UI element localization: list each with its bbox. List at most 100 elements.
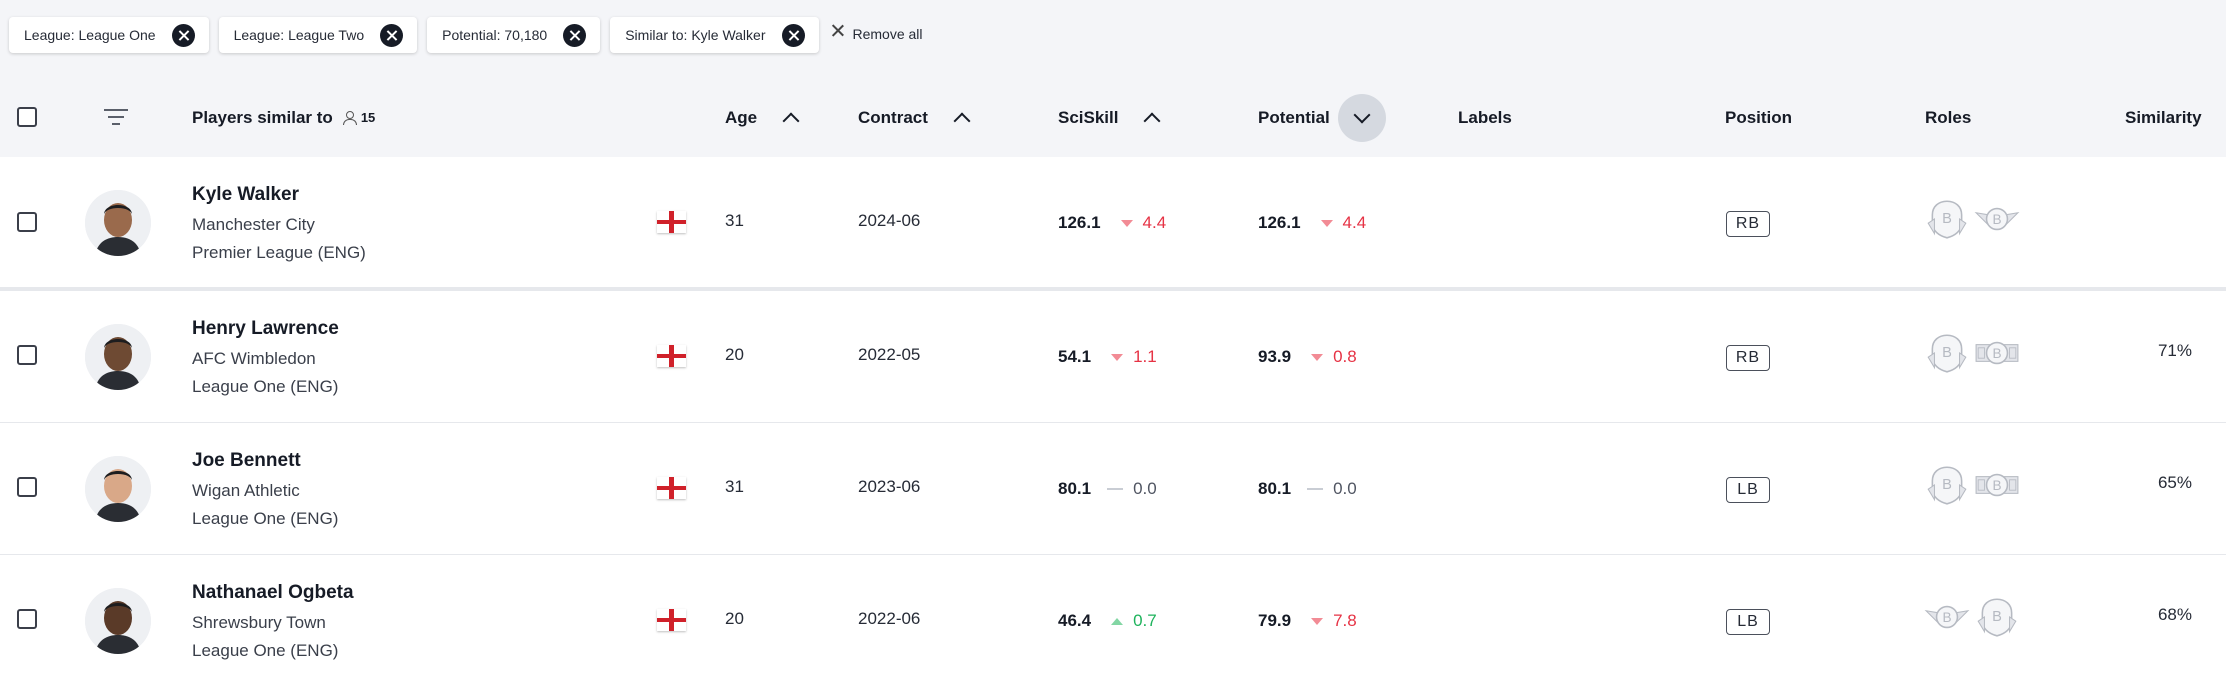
- remove-filter-icon[interactable]: [380, 23, 404, 47]
- player-avatar: [85, 324, 151, 390]
- roles-header-label: Roles: [1925, 107, 1972, 127]
- remove-all-label: Remove all: [852, 25, 923, 42]
- sciskill-metric: 80.1 0.0: [1058, 479, 1157, 499]
- potential-metric: 126.1 4.4: [1258, 213, 1366, 233]
- players-table: Kyle Walker Manchester City Premier Leag…: [0, 157, 2226, 676]
- england-flag-icon: [657, 211, 686, 233]
- filter-chip-similar-to: Similar to: Kyle Walker: [610, 17, 819, 53]
- potential-change: 0.8: [1333, 347, 1357, 366]
- role-badge-shield-icon[interactable]: [1924, 331, 1970, 375]
- row-checkbox[interactable]: [17, 609, 37, 629]
- potential-metric: 80.1 0.0: [1258, 479, 1357, 499]
- column-header-position: Position: [1725, 80, 1792, 155]
- row-checkbox[interactable]: [17, 345, 37, 365]
- role-badge-shield-icon[interactable]: [1974, 595, 2020, 639]
- player-name[interactable]: Henry Lawrence: [192, 318, 339, 339]
- filter-chip-potential: Potential: 70,180: [427, 17, 601, 53]
- potential-change: 4.4: [1342, 213, 1367, 232]
- player-club: Shrewsbury Town: [192, 613, 326, 632]
- trend-down-icon: [1311, 617, 1324, 625]
- position-badge: LB: [1726, 477, 1770, 503]
- column-header-roles: Roles: [1925, 80, 1971, 155]
- position-header-label: Position: [1725, 107, 1793, 127]
- filter-chip-label: Potential: 70,180: [442, 27, 548, 43]
- similarity-value: 65%: [2157, 473, 2192, 492]
- chevron-down-icon: [1353, 106, 1371, 123]
- potential-value: 80.1: [1258, 479, 1292, 498]
- sort-ascending-icon[interactable]: [1143, 112, 1161, 129]
- sciskill-change: 0.0: [1133, 479, 1157, 498]
- position-badge: LB: [1726, 609, 1770, 635]
- filter-chip-label: Similar to: Kyle Walker: [625, 27, 766, 43]
- role-badge-winged-icon[interactable]: [1974, 203, 2020, 235]
- sort-ascending-icon[interactable]: [782, 112, 800, 129]
- filter-icon[interactable]: [104, 107, 128, 127]
- role-badge-shield-icon[interactable]: [1924, 463, 1970, 507]
- similarity-header-label: Similarity: [2125, 107, 2202, 127]
- sciskill-metric: 46.4 0.7: [1058, 611, 1157, 631]
- filter-chip-league-one: League: League One: [9, 17, 209, 53]
- sciskill-change: 4.4: [1142, 213, 1167, 232]
- potential-value: 93.9: [1258, 347, 1292, 366]
- sort-ascending-icon[interactable]: [953, 112, 971, 129]
- similarity-value: 71%: [2157, 341, 2192, 360]
- sciskill-value: 126.1: [1058, 213, 1101, 232]
- potential-value: 126.1: [1258, 213, 1301, 232]
- trend-up-icon: [1111, 617, 1124, 625]
- trend-down-icon: [1111, 353, 1124, 361]
- role-badge-shield-icon[interactable]: [1924, 197, 1970, 241]
- column-header-labels: Labels: [1458, 80, 1512, 155]
- potential-metric: 93.9 0.8: [1258, 347, 1357, 367]
- player-avatar: [85, 456, 151, 522]
- select-all-checkbox[interactable]: [17, 107, 37, 127]
- roles-list: [1924, 331, 2024, 375]
- column-header-similarity: Similarity: [2125, 80, 2202, 155]
- player-league: Premier League (ENG): [192, 243, 366, 262]
- trend-flat-icon: [1107, 488, 1124, 490]
- trend-down-icon: [1120, 219, 1133, 227]
- player-league: League One (ENG): [192, 641, 339, 660]
- column-header-sciskill[interactable]: SciSkill: [1058, 80, 1161, 155]
- role-badge-banner-icon[interactable]: [1974, 469, 2020, 501]
- player-contract: 2023-06: [858, 477, 921, 496]
- remove-filter-icon[interactable]: [563, 23, 587, 47]
- roles-list: [1924, 197, 2024, 241]
- row-checkbox[interactable]: [17, 477, 37, 497]
- player-league: League One (ENG): [192, 509, 339, 528]
- labels-header-label: Labels: [1458, 107, 1512, 127]
- player-name[interactable]: Nathanael Ogbeta: [192, 582, 354, 603]
- players-similar-label: Players similar to: [192, 107, 333, 127]
- player-age: 31: [725, 211, 744, 230]
- row-checkbox[interactable]: [17, 212, 37, 232]
- position-badge: RB: [1726, 211, 1770, 237]
- remove-all-button[interactable]: Remove all: [831, 26, 923, 42]
- table-header: Players similar to 15 Age Contract SciSk…: [0, 80, 2226, 155]
- column-header-potential[interactable]: Potential: [1258, 80, 1386, 155]
- player-name[interactable]: Joe Bennett: [192, 450, 301, 471]
- column-header-contract[interactable]: Contract: [858, 80, 971, 155]
- position-badge: RB: [1726, 345, 1770, 371]
- role-badge-banner-icon[interactable]: [1974, 337, 2020, 369]
- column-header-players: Players similar to 15: [192, 80, 375, 155]
- column-header-age[interactable]: Age: [725, 80, 800, 155]
- table-row[interactable]: Kyle Walker Manchester City Premier Leag…: [0, 157, 2226, 291]
- sciskill-header-label: SciSkill: [1058, 107, 1119, 127]
- player-name[interactable]: Kyle Walker: [192, 184, 300, 205]
- remove-filter-icon[interactable]: [781, 23, 805, 47]
- role-badge-winged-icon[interactable]: [1924, 601, 1970, 633]
- sort-descending-button[interactable]: [1337, 93, 1386, 142]
- filter-chips: League: League One League: League Two Po…: [9, 17, 923, 53]
- sciskill-metric: 54.1 1.1: [1058, 347, 1157, 367]
- player-contract: 2022-06: [858, 609, 921, 628]
- potential-metric: 79.9 7.8: [1258, 611, 1357, 631]
- roles-list: [1924, 463, 2024, 507]
- player-avatar: [85, 190, 151, 256]
- table-row[interactable]: Nathanael Ogbeta Shrewsbury Town League …: [0, 555, 2226, 676]
- player-club: Manchester City: [192, 215, 315, 234]
- table-row[interactable]: Joe Bennett Wigan Athletic League One (E…: [0, 423, 2226, 555]
- table-row[interactable]: Henry Lawrence AFC Wimbledon League One …: [0, 291, 2226, 423]
- similarity-value: 68%: [2157, 605, 2192, 624]
- player-age: 31: [725, 477, 744, 496]
- england-flag-icon: [657, 345, 686, 367]
- remove-filter-icon[interactable]: [171, 23, 195, 47]
